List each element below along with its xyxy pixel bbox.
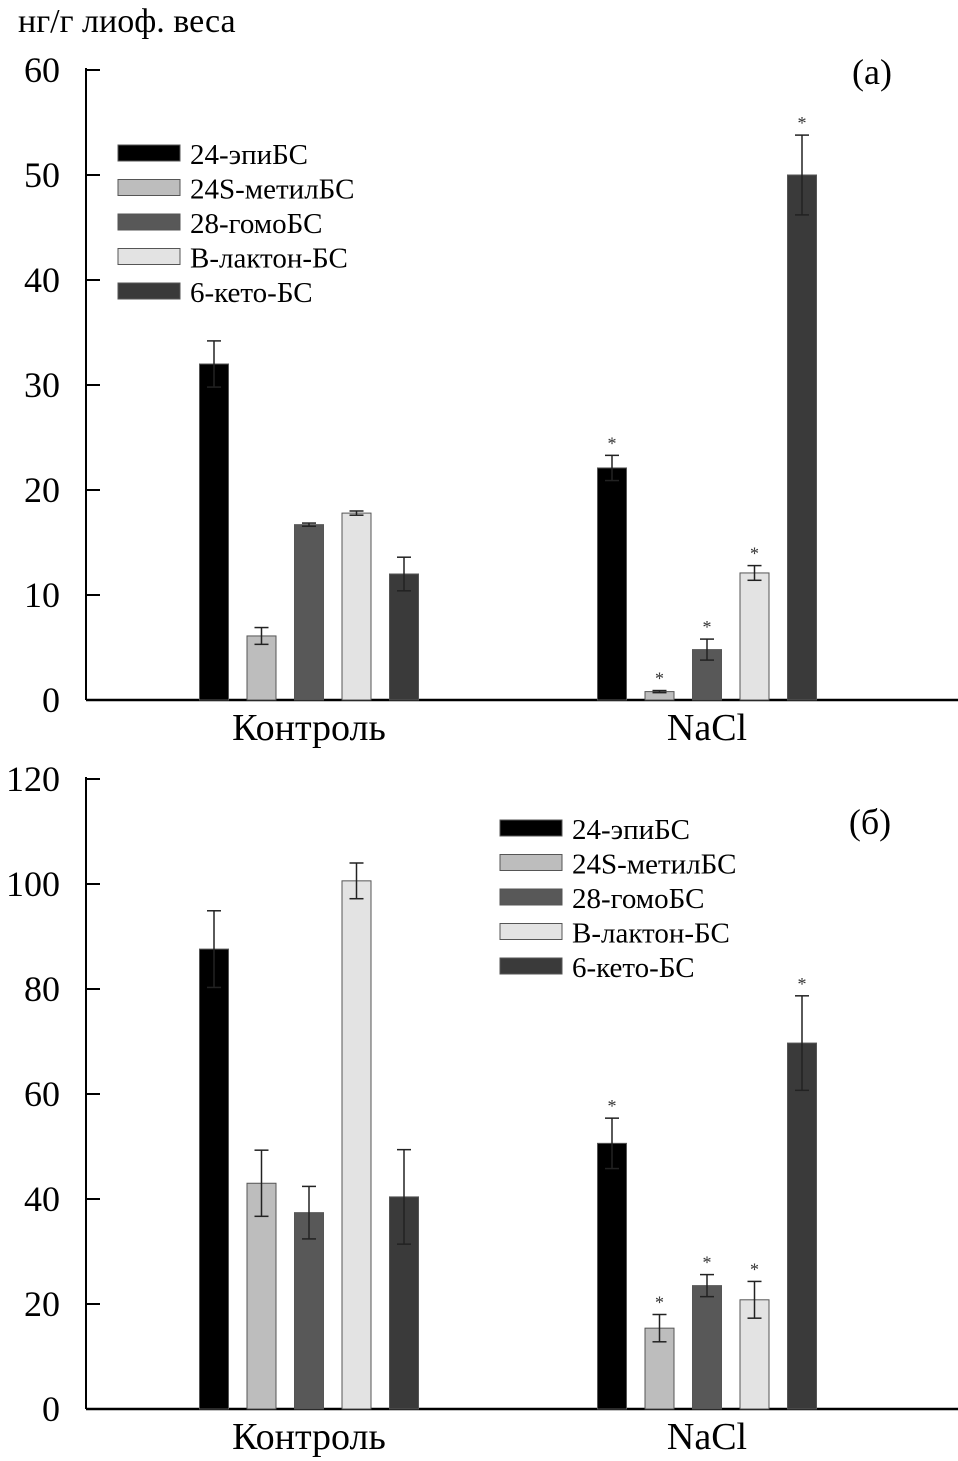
legend-label: 24S-метилБС xyxy=(572,849,736,881)
y-tick-label: 80 xyxy=(24,969,60,1009)
significance-marker: * xyxy=(703,617,712,637)
significance-marker: * xyxy=(655,669,664,689)
legend-swatch xyxy=(117,179,181,196)
chart-panel-2: 0 20 40 60 80 100 120 Контроль NaCl * * * * * 24-эпиБС… xyxy=(6,759,958,1458)
legend-swatch xyxy=(499,819,563,837)
y-tick-label: 120 xyxy=(6,759,60,799)
panel-label: (а) xyxy=(852,52,892,92)
legend-swatch xyxy=(499,854,563,871)
bar xyxy=(341,512,372,701)
x-category-label: NaCl xyxy=(667,707,747,749)
y-tick-label: 0 xyxy=(42,680,60,720)
legend-swatch xyxy=(117,213,181,231)
y-tick-label: 40 xyxy=(24,260,60,300)
bar xyxy=(199,948,229,1410)
significance-marker: * xyxy=(798,974,807,994)
y-unit-label: нг/г лиоф. веса xyxy=(18,3,236,40)
bar xyxy=(199,363,229,701)
bar xyxy=(787,174,817,701)
y-tick-label: 20 xyxy=(24,1284,60,1324)
bar xyxy=(246,1182,277,1410)
legend-swatch xyxy=(117,144,181,162)
significance-marker: * xyxy=(608,433,617,453)
significance-marker: * xyxy=(655,1293,664,1313)
legend-swatch xyxy=(499,957,563,975)
significance-marker: * xyxy=(750,544,759,564)
y-tick-label: 20 xyxy=(24,470,60,510)
y-tick-label: 0 xyxy=(42,1389,60,1429)
legend-label: B-лактон-БС xyxy=(190,243,348,275)
significance-marker: * xyxy=(608,1096,617,1116)
legend-label: 6-кето-БС xyxy=(572,952,695,984)
y-tick-label: 40 xyxy=(24,1179,60,1219)
y-tick-label: 50 xyxy=(24,155,60,195)
significance-marker: * xyxy=(798,113,807,133)
bar xyxy=(294,524,324,701)
bar xyxy=(739,572,770,701)
bar xyxy=(787,1042,817,1410)
legend-swatch xyxy=(117,248,181,265)
legend-label: 28-гомоБС xyxy=(572,883,704,915)
bar xyxy=(597,467,627,701)
significance-marker: * xyxy=(750,1259,759,1279)
legend-label: 24-эпиБС xyxy=(572,814,690,846)
legend-label: 24-эпиБС xyxy=(190,139,308,171)
bar xyxy=(341,880,372,1410)
legend-swatch xyxy=(499,923,563,940)
significance-marker: * xyxy=(703,1253,712,1273)
y-tick-label: 100 xyxy=(6,864,60,904)
y-tick-label: 60 xyxy=(24,1074,60,1114)
bar xyxy=(692,1285,722,1410)
y-tick-label: 30 xyxy=(24,365,60,405)
bar xyxy=(294,1212,324,1410)
bar xyxy=(389,573,419,701)
legend-label: B-лактон-БС xyxy=(572,918,730,950)
legend-swatch xyxy=(117,282,181,300)
legend-label: 28-гомоБС xyxy=(190,208,322,240)
x-category-label: NaCl xyxy=(667,1416,747,1458)
bar xyxy=(246,635,277,701)
legend-label: 24S-метилБС xyxy=(190,174,354,206)
y-tick-label: 10 xyxy=(24,575,60,615)
x-category-label: Контроль xyxy=(232,707,386,749)
legend-label: 6-кето-БС xyxy=(190,277,313,309)
bar xyxy=(597,1142,627,1410)
legend-swatch xyxy=(499,888,563,906)
panel-label: (б) xyxy=(849,802,891,842)
y-tick-label: 60 xyxy=(24,50,60,90)
x-category-label: Контроль xyxy=(232,1416,386,1458)
